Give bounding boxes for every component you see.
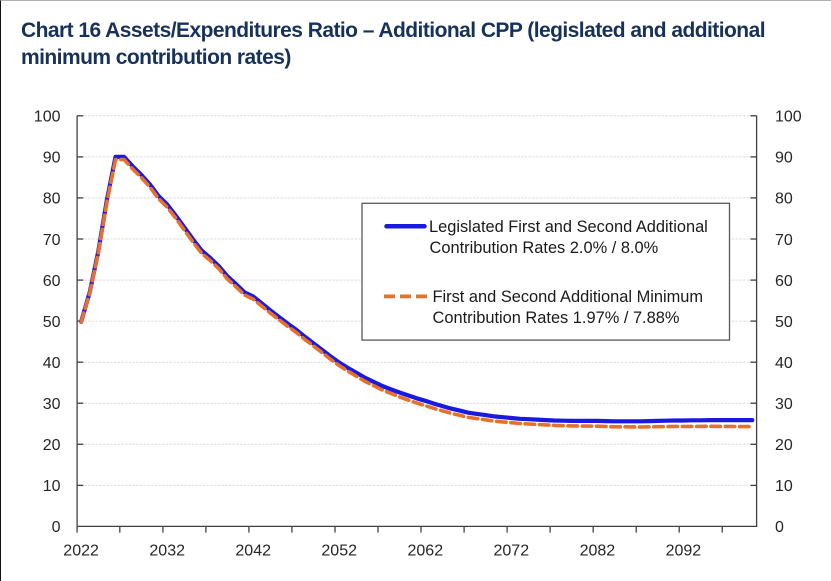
svg-text:80: 80 [43,191,61,208]
svg-text:40: 40 [775,355,793,372]
svg-text:100: 100 [775,109,802,126]
svg-text:30: 30 [43,396,61,413]
svg-text:2022: 2022 [63,542,99,559]
svg-text:2042: 2042 [235,542,271,559]
svg-text:2052: 2052 [321,542,357,559]
svg-text:0: 0 [775,519,784,536]
svg-text:2092: 2092 [666,542,702,559]
svg-text:50: 50 [775,314,793,331]
svg-text:20: 20 [775,437,793,454]
svg-text:2072: 2072 [494,542,530,559]
svg-text:100: 100 [34,109,61,126]
svg-text:80: 80 [775,191,793,208]
svg-text:10: 10 [775,478,793,495]
svg-text:90: 90 [43,150,61,167]
svg-text:30: 30 [775,396,793,413]
svg-text:2062: 2062 [408,542,444,559]
svg-text:Contribution Rates 2.0% / 8.0%: Contribution Rates 2.0% / 8.0% [430,239,659,257]
svg-text:60: 60 [43,273,61,290]
svg-text:Legislated First and Second Ad: Legislated First and Second Additional [429,218,708,236]
svg-text:20: 20 [43,437,61,454]
svg-text:2082: 2082 [580,542,616,559]
svg-text:60: 60 [775,273,793,290]
svg-text:Contribution Rates 1.97% / 7.8: Contribution Rates 1.97% / 7.88% [433,309,680,327]
svg-text:40: 40 [43,355,61,372]
svg-text:First and Second Additional Mi: First and Second Additional Minimum [433,288,704,306]
svg-text:0: 0 [52,519,61,536]
svg-text:70: 70 [43,232,61,249]
svg-text:50: 50 [43,314,61,331]
svg-text:10: 10 [43,478,61,495]
svg-text:70: 70 [775,232,793,249]
svg-text:90: 90 [775,150,793,167]
svg-text:2032: 2032 [149,542,185,559]
